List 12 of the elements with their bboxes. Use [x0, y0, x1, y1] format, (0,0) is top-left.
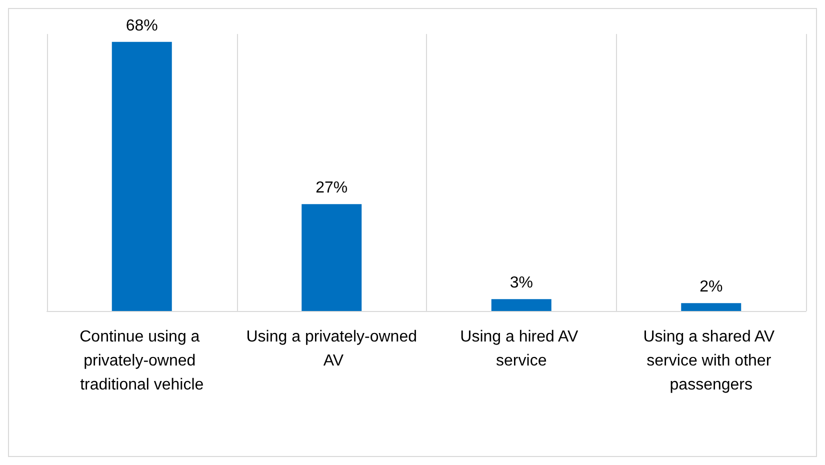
x-tick-label: Using a shared AV service with other passengers: [643, 328, 780, 394]
bar: [491, 299, 552, 311]
bar: [302, 204, 362, 311]
bar: [112, 42, 172, 311]
x-tick-label: Continue using a privately-owned traditional vehicle: [80, 328, 204, 394]
x-tick-label: Using a hired AV service: [460, 328, 583, 370]
data-label: 68%: [126, 17, 158, 34]
data-label: 27%: [316, 180, 348, 197]
data-label: 3%: [510, 274, 533, 292]
x-tick-label: Using a privately-owned AV: [246, 328, 417, 370]
bar: [681, 303, 742, 311]
data-label: 2%: [700, 278, 723, 296]
